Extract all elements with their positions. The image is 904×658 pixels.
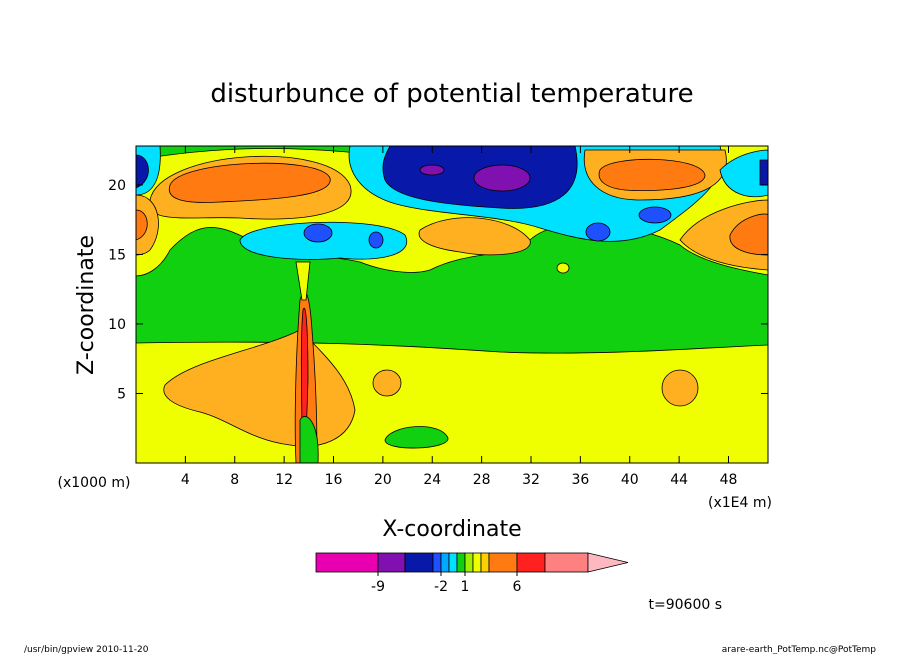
colorbar-segment <box>456 552 466 573</box>
colorbar-segment <box>315 552 379 573</box>
colorbar-segment <box>464 552 474 573</box>
colorbar-segment <box>480 552 490 573</box>
colorbar-segment <box>432 552 442 573</box>
colorbar-segment <box>488 552 518 573</box>
x-tick-label: 8 <box>230 472 239 488</box>
colorbar-tick-label: 1 <box>461 579 470 595</box>
x-unit-note: (x1E4 m) <box>708 495 772 511</box>
x-tick-label: 36 <box>571 472 589 488</box>
colorbar-segment <box>472 552 482 573</box>
x-tick-label: 48 <box>720 472 738 488</box>
x-tick-label: 12 <box>275 472 293 488</box>
y-axis-label: Z-coordinate <box>74 235 99 375</box>
y-tick-label: 15 <box>108 247 126 263</box>
colorbar-segment <box>377 552 406 573</box>
colorbar-tick-label: -2 <box>434 579 448 595</box>
x-tick-label: 32 <box>522 472 540 488</box>
chart-title: disturbunce of potential temperature <box>210 79 693 109</box>
colorbar-segment <box>404 552 434 573</box>
colorbar-extension <box>587 552 629 573</box>
y-tick-label: 20 <box>108 178 126 194</box>
y-tick-label: 5 <box>117 386 126 402</box>
y-unit-note: (x1000 m) <box>58 475 131 491</box>
contour-field <box>136 146 768 463</box>
y-tick-label: 10 <box>108 317 126 333</box>
colorbar-segment <box>448 552 458 573</box>
colorbar-segment <box>544 552 589 573</box>
x-axis-label: X-coordinate <box>382 517 521 542</box>
x-tick-label: 20 <box>374 472 392 488</box>
x-tick-label: 40 <box>621 472 639 488</box>
footer-left: /usr/bin/gpview 2010-11-20 <box>24 645 149 654</box>
time-annotation: t=90600 s <box>649 597 723 613</box>
colorbar-tick-label: 6 <box>513 579 522 595</box>
colorbar-segment <box>440 552 450 573</box>
x-tick-label: 24 <box>423 472 441 488</box>
x-tick-label: 44 <box>670 472 688 488</box>
footer-right: arare-earth_PotTemp.nc@PotTemp <box>722 645 877 654</box>
x-tick-label: 28 <box>473 472 491 488</box>
x-tick-label: 4 <box>181 472 190 488</box>
colorbar-tick-label: -9 <box>371 579 385 595</box>
plot-frame <box>135 145 769 464</box>
colorbar-segment <box>516 552 546 573</box>
x-tick-label: 16 <box>325 472 343 488</box>
